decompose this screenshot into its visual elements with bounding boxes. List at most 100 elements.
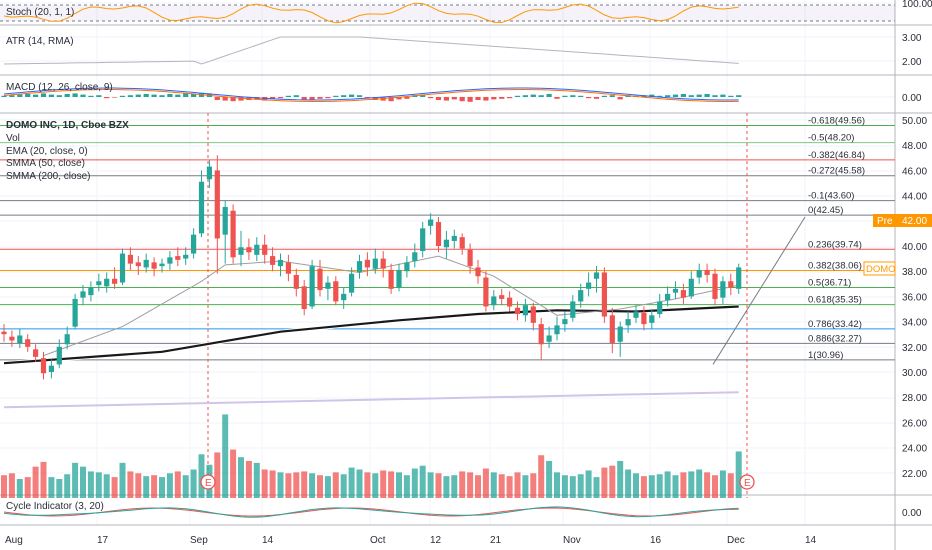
macd-histogram-bar bbox=[238, 97, 244, 101]
macd-histogram-bar bbox=[72, 93, 78, 97]
candle-body bbox=[349, 273, 355, 293]
macd-histogram-bar bbox=[680, 94, 686, 97]
volume-bar bbox=[24, 477, 31, 498]
ema-legend[interactable]: EMA (20, close, 0) bbox=[6, 146, 88, 157]
volume-bar bbox=[198, 454, 205, 498]
volume-bar bbox=[514, 472, 521, 498]
volume-bar bbox=[214, 452, 221, 498]
atr-label[interactable]: ATR (14, RMA) bbox=[6, 36, 74, 47]
price-tick: 34.00 bbox=[902, 318, 927, 329]
volume-bar bbox=[80, 466, 86, 498]
candle-body bbox=[657, 301, 663, 315]
macd-histogram-bar bbox=[127, 95, 133, 97]
macd-histogram-bar bbox=[309, 97, 315, 100]
macd-histogram-bar bbox=[333, 95, 339, 97]
candle-body bbox=[119, 253, 126, 283]
candle-body bbox=[728, 281, 734, 288]
volume-bar bbox=[16, 479, 23, 498]
macd-histogram-bar bbox=[435, 97, 442, 100]
macd-histogram-bar bbox=[25, 94, 31, 97]
stoch-k-line bbox=[3, 2, 739, 24]
macd-histogram-bar bbox=[230, 97, 236, 102]
price-axis[interactable]: 100.00 3.00 2.00 0.00 50.00 48.00 46.00 44.00 42… bbox=[863, 0, 932, 519]
price-tick: 32.00 bbox=[902, 343, 927, 354]
volume-bar bbox=[569, 476, 576, 498]
stoch-label[interactable]: Stoch (20, 1, 1) bbox=[6, 7, 74, 18]
candle-body bbox=[222, 206, 228, 235]
macd-histogram-bar bbox=[475, 97, 481, 100]
candle-body bbox=[570, 301, 576, 318]
smma200-legend[interactable]: SMMA (200, close) bbox=[6, 171, 90, 182]
time-tick: Aug bbox=[5, 535, 23, 546]
volume-bar bbox=[648, 475, 655, 498]
candle-body bbox=[514, 307, 521, 315]
symbol-legend[interactable]: DOMO INC, 1D, Cboe BZX bbox=[6, 120, 129, 131]
time-tick: 17 bbox=[97, 535, 109, 546]
candle-body bbox=[230, 210, 236, 258]
smma50-legend[interactable]: SMMA (50, close) bbox=[6, 158, 85, 169]
macd-histogram-bar bbox=[617, 97, 623, 100]
macd-histogram-bar bbox=[135, 94, 141, 97]
volume-bar bbox=[56, 479, 63, 498]
fib-level-label: 0.618(35.35) bbox=[808, 295, 862, 306]
volume-bar bbox=[593, 477, 600, 498]
cycle-label[interactable]: Cycle Indicator (3, 20) bbox=[6, 501, 104, 512]
symbol-tag-label: DOMO bbox=[866, 264, 896, 275]
macd-histogram-bar bbox=[80, 94, 86, 97]
volume-bar bbox=[451, 475, 458, 498]
candle-body bbox=[428, 219, 434, 226]
cycle-signal-line bbox=[3, 506, 739, 518]
macd-histogram-bar bbox=[688, 95, 694, 97]
volume-bar bbox=[482, 468, 489, 498]
macd-label[interactable]: MACD (12, 26, close, 9) bbox=[6, 82, 113, 93]
macd-histogram-bar bbox=[285, 95, 291, 97]
candle-body bbox=[309, 266, 315, 307]
candle-body bbox=[380, 258, 386, 269]
candle-body bbox=[467, 249, 473, 267]
macd-histogram-bar bbox=[9, 95, 15, 97]
volume-bar bbox=[301, 471, 308, 498]
candle-body bbox=[175, 256, 181, 260]
volume-legend[interactable]: Vol bbox=[6, 133, 20, 144]
volume-bar bbox=[727, 473, 734, 498]
volume-bar bbox=[253, 462, 260, 498]
macd-histogram-bar bbox=[396, 97, 402, 100]
candle-body bbox=[88, 287, 94, 296]
candle-body bbox=[112, 278, 118, 284]
volume-bar bbox=[633, 473, 639, 498]
macd-histogram-bar bbox=[649, 94, 655, 97]
price-tick: 26.00 bbox=[902, 418, 927, 429]
candle-body bbox=[191, 234, 197, 254]
volume-bar bbox=[538, 455, 545, 498]
volume-bar bbox=[364, 472, 371, 498]
macd-histogram-bar bbox=[530, 94, 536, 97]
price-tick: 28.00 bbox=[902, 393, 927, 404]
candle-body bbox=[96, 281, 102, 286]
candle-body bbox=[475, 267, 481, 277]
stoch-pane bbox=[0, 2, 895, 24]
fib-level-label: -0.5(48.20) bbox=[808, 133, 854, 144]
macd-histogram-bar bbox=[657, 95, 663, 97]
macd-histogram-bar bbox=[317, 97, 323, 99]
macd-line bbox=[3, 87, 739, 101]
macd-histogram-bar bbox=[593, 97, 600, 99]
volume-bar bbox=[285, 473, 292, 498]
time-tick: Sep bbox=[190, 535, 208, 546]
volume-bar bbox=[680, 472, 687, 498]
volume-bar bbox=[261, 469, 268, 498]
macd-histogram-bar bbox=[301, 97, 307, 100]
candle-body bbox=[696, 269, 702, 278]
candle-body bbox=[9, 336, 15, 341]
macd-histogram-bar bbox=[672, 94, 679, 97]
candle-body bbox=[246, 247, 252, 253]
volume-bar bbox=[230, 449, 237, 498]
atr-line bbox=[3, 36, 739, 65]
volume-bar bbox=[467, 472, 474, 498]
volume-bar bbox=[119, 462, 126, 498]
time-axis[interactable]: Aug 17 Sep 14 Oct 12 21 Nov 16 Dec 14 bbox=[5, 535, 817, 546]
candlesticks bbox=[1, 155, 742, 380]
earnings-marker-text: E bbox=[744, 478, 751, 489]
macd-histogram-bar bbox=[491, 97, 497, 100]
time-tick: 12 bbox=[430, 535, 442, 546]
